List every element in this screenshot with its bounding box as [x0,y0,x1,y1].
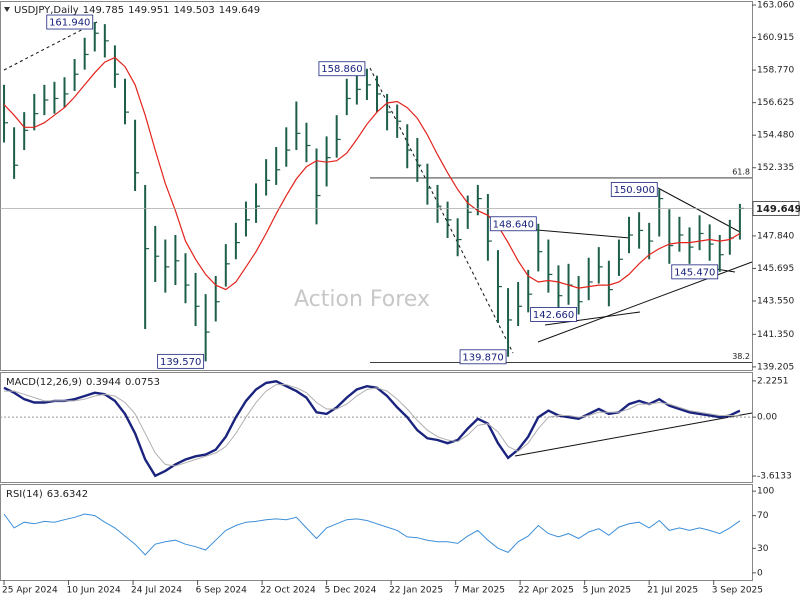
chart-header: USDJPY,Daily 149.785 149.951 149.503 149.649 [14,5,260,16]
annotation-label: 145.470 [674,267,715,278]
quote-open: 149.785 [83,5,124,16]
annotation-label: 158.860 [321,64,362,75]
indicator-name: MACD(12,26,9) [6,377,82,388]
y-tick-label: 147.840 [757,231,794,241]
y-tick-label: 0 [757,568,763,578]
trend-line [514,412,753,457]
price-annotation: 142.660 [530,307,578,322]
header-arrow [4,7,10,12]
current-price-label: 149.649 [756,204,800,215]
y-tick-label: 70 [757,511,769,521]
price-annotation: 148.640 [489,216,537,232]
y-tick-label: 145.695 [757,264,794,274]
x-tick-label: 6 Sep 2024 [196,586,248,596]
price-annotation: 161.940 [46,14,94,30]
price-annotation: 139.570 [157,353,205,369]
price-annotation: 139.870 [459,349,507,365]
annotation-box [489,216,537,232]
annotation-label: 139.870 [462,352,503,363]
annotation-box [318,61,366,77]
indicator-line [3,513,741,556]
indicator-value: 0.3944 [86,377,121,388]
y-tick-label: 154.480 [757,131,794,141]
y-tick-label: 152.335 [757,163,794,173]
panel-frame [0,1,753,371]
quote-high: 149.951 [128,5,169,16]
indicator-header: MACD(12,26,9) 0.3944 0.0753 [6,377,160,388]
quote-close: 149.649 [219,5,260,16]
moving-average [3,56,741,291]
annotation-box [671,264,719,280]
indicator-header: RSI(14) 63.6342 [6,489,88,500]
fib-label: 38.2 [732,352,750,361]
indicator-value: 0.0753 [125,377,160,388]
annotation-label: 142.660 [533,310,574,321]
trend-line [657,187,741,233]
annotation-label: 148.640 [493,219,534,230]
y-tick-label: 160.915 [757,33,794,43]
x-tick-label: 25 Apr 2024 [2,586,58,596]
annotation-box [46,14,94,30]
watermark: Action Forex [294,287,430,312]
symbol: USDJPY,Daily [14,5,79,16]
x-tick-label: 5 Dec 2024 [325,586,377,596]
y-tick-label: 141.350 [757,330,794,340]
annotation-box [157,353,205,369]
annotation-box [610,182,658,197]
x-tick-label: 24 Jul 2024 [131,586,182,596]
indicator-line [4,384,740,467]
x-tick-label: 22 Jan 2025 [389,586,443,596]
panel-frame [0,372,753,483]
y-tick-label: 2.2251 [757,376,789,386]
annotation-label: 150.900 [614,185,655,196]
price-annotation: 158.860 [318,61,366,77]
y-tick-label: 100 [757,487,774,497]
indicator-value: 63.6342 [47,489,88,500]
price-annotation: 150.900 [610,182,658,197]
y-tick-label: 143.550 [757,296,794,306]
y-tick-label: 139.205 [757,362,794,372]
y-tick-label: 0.00 [757,413,777,423]
x-tick-label: 5 Jun 2025 [583,586,631,596]
annotation-label: 139.570 [160,357,201,368]
y-tick-label: 30 [757,544,769,554]
x-tick-label: 21 Jul 2025 [647,586,698,596]
x-tick-label: 3 Sep 2025 [712,586,763,596]
y-tick-label: 158.770 [757,66,794,76]
trend-line [544,311,641,326]
annotation-box [459,349,507,365]
y-tick-label: -3.6133 [757,472,792,482]
annotation-box [530,307,578,322]
x-tick-label: 7 Mar 2025 [454,586,505,596]
x-tick-label: 10 Jun 2024 [67,586,121,596]
price-annotation: 145.470 [671,264,719,280]
x-tick-label: 22 Apr 2025 [518,586,574,596]
annotation-label: 161.940 [49,18,90,29]
current-price-box [752,201,800,216]
y-tick-label: 163.060 [757,1,794,11]
trend-line [369,67,514,354]
fib-label: 61.8 [732,167,750,176]
y-tick-label: 156.625 [757,98,794,108]
indicator-name: RSI(14) [6,489,43,500]
panel-frame [0,484,753,581]
x-tick-label: 22 Oct 2024 [260,586,316,596]
quote-low: 149.503 [173,5,214,16]
